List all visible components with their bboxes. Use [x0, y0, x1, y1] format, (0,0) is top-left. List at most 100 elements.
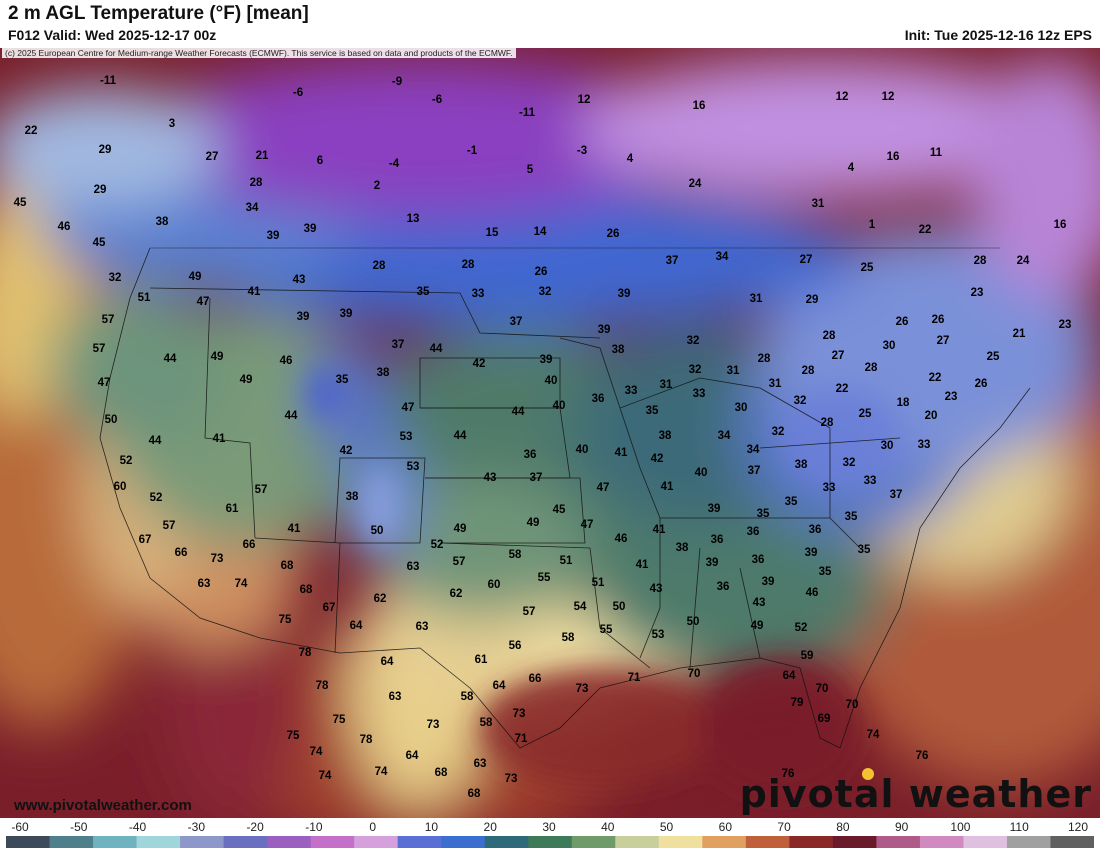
- colorbar: [6, 836, 1094, 848]
- temperature-label: 6: [316, 155, 324, 167]
- colorbar-segment: [180, 836, 225, 848]
- temperature-label: 28: [461, 259, 475, 271]
- temperature-label: 37: [747, 465, 761, 477]
- temperature-label: 74: [318, 770, 332, 782]
- temperature-label: 75: [332, 714, 346, 726]
- temperature-label: 39: [296, 311, 310, 323]
- temperature-label: 43: [649, 583, 663, 595]
- temperature-label: 41: [287, 523, 301, 535]
- temperature-label: 73: [512, 708, 526, 720]
- colorbar-labels: -60 -50 -40 -30 -20 -10 0 10 20 30 40 50 60 70 80 90 100…: [0, 819, 1100, 835]
- temperature-label: 21: [1012, 328, 1026, 340]
- temperature-label: 74: [866, 729, 880, 741]
- temperature-label: -1: [466, 145, 478, 157]
- temperature-label: 33: [692, 388, 706, 400]
- temperature-label: 49: [210, 351, 224, 363]
- temperature-label: 25: [858, 408, 872, 420]
- temperature-label: 74: [309, 746, 323, 758]
- temperature-label: 25: [986, 351, 1000, 363]
- temperature-label: 22: [918, 224, 932, 236]
- temperature-label: 49: [750, 620, 764, 632]
- temperature-label: 39: [617, 288, 631, 300]
- temperature-label: 41: [660, 481, 674, 493]
- temperature-label: 35: [645, 405, 659, 417]
- temperature-label: 36: [808, 524, 822, 536]
- temperature-label: 63: [197, 578, 211, 590]
- temperature-label: 42: [650, 453, 664, 465]
- temperature-label: 69: [817, 713, 831, 725]
- temperature-label: 70: [845, 699, 859, 711]
- temperature-label: 40: [694, 467, 708, 479]
- colorbar-segment: [615, 836, 660, 848]
- temperature-label: 44: [284, 410, 298, 422]
- temperature-label: 36: [523, 449, 537, 461]
- colorbar-segment: [528, 836, 573, 848]
- temperature-label: 47: [97, 377, 111, 389]
- temperature-label: 63: [388, 691, 402, 703]
- temperature-label: 61: [225, 503, 239, 515]
- init-time: Init: Tue 2025-12-16 12z EPS: [904, 27, 1092, 43]
- temperature-label: 33: [863, 475, 877, 487]
- temperature-label: 25: [860, 262, 874, 274]
- temperature-label: 47: [401, 402, 415, 414]
- map-title: 2 m AGL Temperature (°F) [mean]: [8, 3, 309, 24]
- temperature-label: 75: [278, 614, 292, 626]
- temperature-label: 34: [715, 251, 729, 263]
- colorbar-segment: [658, 836, 703, 848]
- temperature-label: 58: [508, 549, 522, 561]
- colorbar-segment: [441, 836, 486, 848]
- temperature-label: 53: [406, 461, 420, 473]
- temperature-label: 57: [101, 314, 115, 326]
- temperature-label: 36: [716, 581, 730, 593]
- temperature-label: 39: [597, 324, 611, 336]
- colorbar-tick-label: 90: [894, 820, 909, 834]
- temperature-label: 38: [675, 542, 689, 554]
- temperature-label: 44: [148, 435, 162, 447]
- temperature-label: 33: [471, 288, 485, 300]
- temperature-label: 18: [896, 397, 910, 409]
- temperature-label: 36: [746, 526, 760, 538]
- temperature-label: 22: [928, 372, 942, 384]
- temperature-label: 44: [511, 406, 525, 418]
- colorbar-tick-label: 40: [601, 820, 615, 834]
- temperature-label: 23: [1058, 319, 1072, 331]
- temperature-label: 37: [391, 339, 405, 351]
- temperature-label: 31: [726, 365, 740, 377]
- temperature-label: 50: [104, 414, 118, 426]
- temperature-label: -11: [100, 75, 116, 87]
- temperature-label: 38: [794, 459, 808, 471]
- temperature-label: 55: [537, 572, 551, 584]
- temperature-label: 67: [138, 534, 152, 546]
- temperature-label: 73: [210, 553, 224, 565]
- temperature-label: 66: [242, 539, 256, 551]
- temperature-label: 38: [345, 491, 359, 503]
- colorbar-segment: [267, 836, 312, 848]
- temperature-label: 31: [659, 379, 673, 391]
- temperature-label: 57: [254, 484, 268, 496]
- temperature-label: 46: [614, 533, 628, 545]
- temperature-label: 56: [508, 640, 522, 652]
- temperature-label: 60: [487, 579, 501, 591]
- site-url-link[interactable]: www.pivotalweather.com: [14, 797, 192, 814]
- temperature-label: 40: [544, 375, 558, 387]
- temperature-map: -11 -9 -6 -6 12 16 -11 12 12 22 3 29 27 21 6 -4 -1 -3 4 16 1…: [0, 48, 1100, 818]
- temperature-label: 50: [370, 525, 384, 537]
- temperature-label: 23: [944, 391, 958, 403]
- temperature-label: 27: [799, 254, 813, 266]
- temperature-label: 32: [108, 272, 122, 284]
- temperature-label: 26: [895, 316, 909, 328]
- temperature-label: 41: [212, 433, 226, 445]
- temperature-label: 36: [751, 554, 765, 566]
- temperature-label: 50: [612, 601, 626, 613]
- temperature-label: 46: [57, 221, 71, 233]
- colorbar-tick-label: 100: [950, 820, 971, 834]
- temperature-label: 50: [686, 616, 700, 628]
- temperature-label: 68: [434, 767, 448, 779]
- temperature-label: -3: [576, 145, 588, 157]
- temperature-label: 32: [688, 364, 702, 376]
- temperature-label: 40: [552, 400, 566, 412]
- temperature-label: 53: [651, 629, 665, 641]
- temperature-label: 33: [917, 439, 931, 451]
- temperature-label: 71: [627, 672, 641, 684]
- temperature-label: 34: [746, 444, 760, 456]
